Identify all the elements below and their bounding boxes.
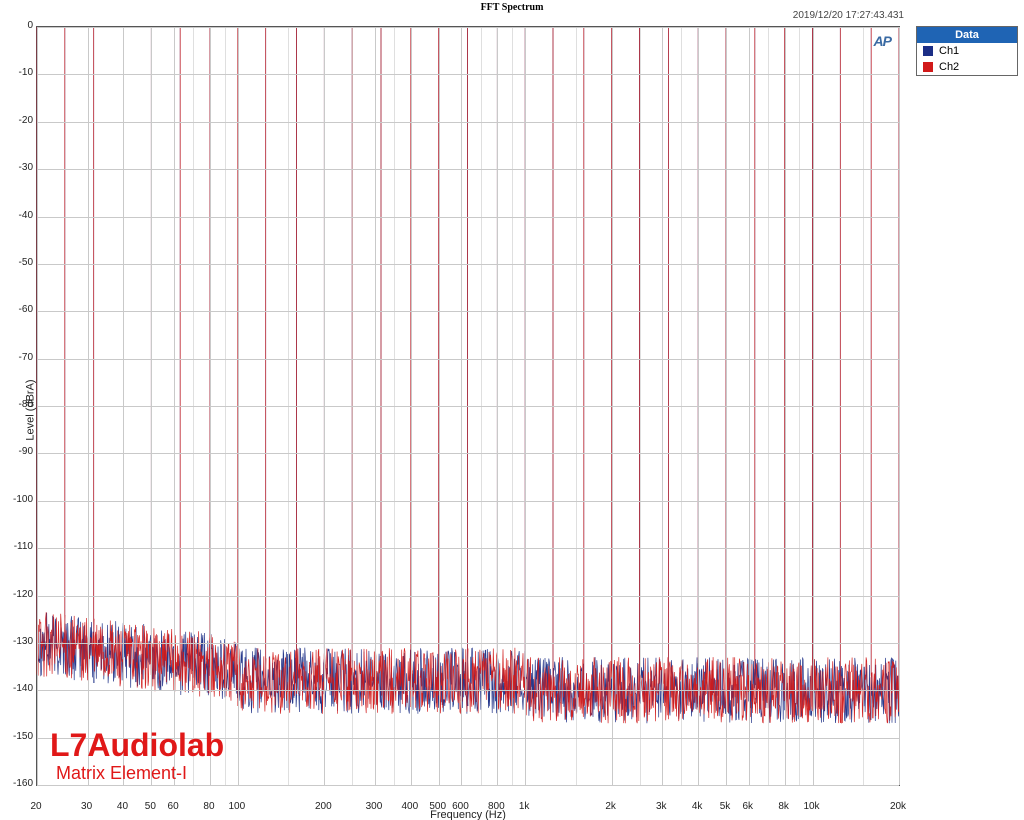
y-tick-label: -80: [3, 399, 33, 410]
x-tick-label: 20k: [888, 801, 908, 812]
y-tick-label: -90: [3, 446, 33, 457]
x-tick-label: 40: [112, 801, 132, 812]
x-tick-label: 2k: [601, 801, 621, 812]
legend-item-ch2: Ch2: [917, 59, 1017, 75]
x-tick-label: 6k: [738, 801, 758, 812]
y-tick-label: -120: [3, 589, 33, 600]
x-tick-label: 200: [313, 801, 333, 812]
legend-item-ch1: Ch1: [917, 43, 1017, 59]
y-tick-label: -10: [3, 67, 33, 78]
y-tick-label: -50: [3, 257, 33, 268]
legend: Data Ch1 Ch2: [916, 26, 1018, 76]
y-tick-label: -20: [3, 115, 33, 126]
y-tick-label: -140: [3, 683, 33, 694]
x-tick-label: 30: [77, 801, 97, 812]
x-tick-label: 3k: [651, 801, 671, 812]
trace-Ch2: [37, 27, 899, 723]
y-tick-label: -70: [3, 352, 33, 363]
x-tick-label: 5k: [715, 801, 735, 812]
fft-spectrum-chart: FFT Spectrum 2019/12/20 17:27:43.431 Lev…: [0, 0, 1024, 820]
x-tick-label: 10k: [802, 801, 822, 812]
y-tick-label: -150: [3, 731, 33, 742]
y-tick-label: -110: [3, 541, 33, 552]
ap-logo: AP: [874, 33, 891, 49]
legend-header: Data: [917, 27, 1017, 43]
x-tick-label: 400: [400, 801, 420, 812]
legend-swatch-ch1: [923, 46, 933, 56]
x-tick-label: 20: [26, 801, 46, 812]
y-tick-label: -30: [3, 162, 33, 173]
x-tick-label: 500: [428, 801, 448, 812]
x-tick-label: 80: [199, 801, 219, 812]
y-tick-label: -100: [3, 494, 33, 505]
x-tick-label: 8k: [774, 801, 794, 812]
x-tick-label: 4k: [687, 801, 707, 812]
y-tick-label: 0: [3, 20, 33, 31]
x-tick-label: 50: [140, 801, 160, 812]
legend-label: Ch1: [939, 45, 959, 57]
x-tick-label: 800: [486, 801, 506, 812]
legend-swatch-ch2: [923, 62, 933, 72]
y-tick-label: -160: [3, 778, 33, 789]
y-tick-label: -60: [3, 304, 33, 315]
plot-area: AP: [36, 26, 900, 786]
x-tick-label: 100: [227, 801, 247, 812]
x-tick-label: 60: [163, 801, 183, 812]
y-tick-label: -40: [3, 210, 33, 221]
x-tick-label: 300: [364, 801, 384, 812]
y-tick-label: -130: [3, 636, 33, 647]
timestamp: 2019/12/20 17:27:43.431: [793, 10, 904, 21]
x-tick-label: 600: [450, 801, 470, 812]
x-tick-label: 1k: [514, 801, 534, 812]
legend-label: Ch2: [939, 61, 959, 73]
trace-Ch1: [37, 27, 899, 723]
y-axis-title: Level (dBrA): [25, 379, 37, 440]
